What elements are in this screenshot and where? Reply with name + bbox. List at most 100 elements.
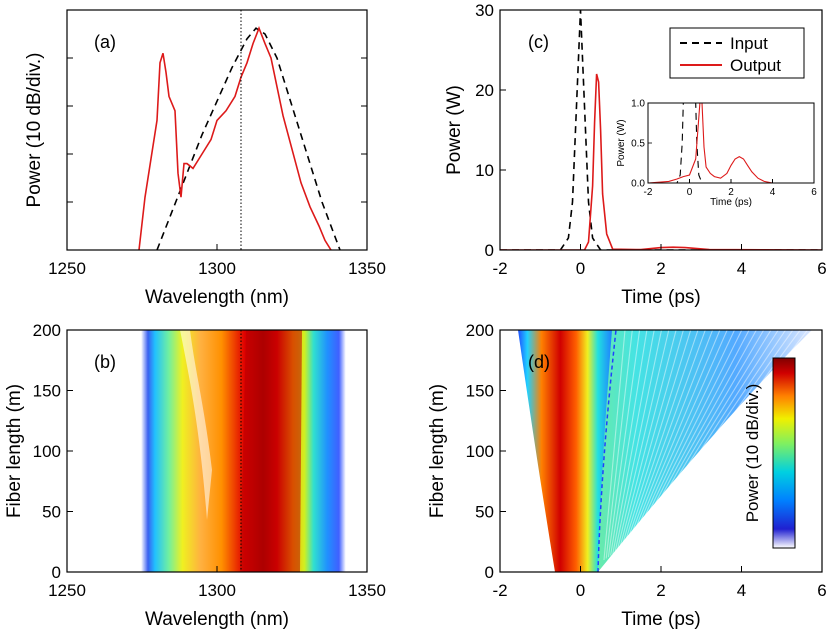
panel-d-fringe xyxy=(638,330,743,537)
panel-c-legend: Input Output xyxy=(669,27,805,79)
panel-b-xlabel: Wavelength (nm) xyxy=(145,609,289,630)
panel-d-ylabel: Fiber length (m) xyxy=(427,384,448,518)
panel-d-fringe xyxy=(612,330,655,555)
legend-entry-output: Output xyxy=(730,56,781,75)
panel-b-label: (b) xyxy=(94,352,116,372)
panel-b-ytick-label: 100 xyxy=(33,442,61,461)
inset-ylabel: Power (W) xyxy=(616,119,627,166)
inset-xtick-label: 2 xyxy=(728,187,734,198)
panel-c-ytick-label: 0 xyxy=(485,241,494,260)
panel-d-xtick-label: 2 xyxy=(656,581,665,600)
panel-d-fringe xyxy=(649,330,779,529)
panel-c-xtick-label: 6 xyxy=(817,259,826,278)
panel-c-series-output xyxy=(500,73,822,250)
panel-d-xtick-label: 0 xyxy=(576,581,585,600)
inset-xlabel: Time (ps) xyxy=(710,197,752,208)
panel-b-ytick-label: 0 xyxy=(52,563,61,582)
panel-d-ytick-label: 50 xyxy=(475,503,494,522)
panel-d-fringe xyxy=(625,330,699,546)
panel-d-colorbar: Power (10 dB/div.) xyxy=(743,357,796,549)
colorbar-label: Power (10 dB/div.) xyxy=(743,384,762,523)
panel-a-xlabel: Wavelength (nm) xyxy=(145,287,289,308)
panel-d-xtick-label: 4 xyxy=(737,581,746,600)
panel-c-ylabel: Power (W) xyxy=(444,85,465,175)
panel-a-series-input xyxy=(156,27,341,250)
panel-d-fringe xyxy=(618,330,677,550)
inset-xtick-label: 4 xyxy=(770,187,776,198)
panel-a-xtick-label: 1250 xyxy=(48,259,86,278)
inset-xtick-label: -2 xyxy=(644,187,653,198)
panel-d-xtick-label: 6 xyxy=(817,581,826,600)
panel-a-spectrum: 1250 1300 1350 (a) Wavelength (nm) Power (… xyxy=(24,9,386,308)
panel-b-heatmap-core xyxy=(240,330,302,572)
panel-b-heatmap xyxy=(125,330,355,572)
panel-d-fringe xyxy=(610,330,648,556)
panel-a-series-output xyxy=(138,25,332,250)
panel-d-fringe xyxy=(614,330,663,553)
panel-d-fringe xyxy=(632,330,721,541)
inset-xtick-label: 6 xyxy=(811,187,817,198)
panel-c-xlabel: Time (ps) xyxy=(621,287,701,308)
inset-ytick-label: 0.5 xyxy=(631,139,645,150)
panel-d-fringe xyxy=(627,330,706,544)
panel-b-heatmap-sideband xyxy=(180,330,212,520)
panel-d-fringe xyxy=(634,330,728,540)
panel-d-label: (d) xyxy=(528,352,550,372)
panel-c-xtick-label: 4 xyxy=(737,259,746,278)
panel-b-ytick-label: 50 xyxy=(42,503,61,522)
panel-d-fringe xyxy=(643,330,757,534)
panel-d-xtick-label: -2 xyxy=(492,581,507,600)
legend-box xyxy=(669,27,805,79)
colorbar-fill xyxy=(772,357,796,549)
panel-c-xtick-label: -2 xyxy=(492,259,507,278)
panel-a-xtick-label: 1300 xyxy=(198,259,236,278)
panel-a-xtick-label: 1350 xyxy=(348,259,386,278)
panel-b-ytick-label: 150 xyxy=(33,382,61,401)
legend-entry-input: Input xyxy=(730,34,768,53)
panel-b-spectral-evolution: 0 50 100 150 200 1250 1300 1350 (b) Wavelength… xyxy=(4,321,386,630)
panel-c-ytick-label: 30 xyxy=(475,1,494,20)
panel-d-fringe xyxy=(645,330,765,532)
panel-d-fringe xyxy=(647,330,772,531)
panel-c-xtick-label: 2 xyxy=(656,259,665,278)
panel-b-xtick-label: 1300 xyxy=(198,581,236,600)
inset-ytick-label: 0.0 xyxy=(631,179,645,190)
panel-b-ytick-label: 200 xyxy=(33,321,61,340)
panel-d-ytick-label: 150 xyxy=(466,382,494,401)
panel-d-fringe xyxy=(636,330,735,538)
panel-c-ytick-label: 20 xyxy=(475,81,494,100)
panel-c-label: (c) xyxy=(528,32,549,52)
inset-background xyxy=(648,103,814,183)
panel-d-fringe xyxy=(651,330,787,528)
panel-d-fringe xyxy=(629,330,714,543)
panel-b-xtick-label: 1350 xyxy=(348,581,386,600)
panel-d-fringe xyxy=(640,330,750,535)
panel-a-ylabel: Power (10 dB/div.) xyxy=(24,53,45,208)
inset-ytick-label: 1.0 xyxy=(631,99,645,110)
panel-d-fringe xyxy=(605,330,633,559)
panel-d-fringe xyxy=(603,330,626,561)
panel-d-fringe xyxy=(621,330,684,549)
panel-d-fringe xyxy=(607,330,641,558)
panel-d-xlabel: Time (ps) xyxy=(621,609,701,630)
panel-b-ylabel: Fiber length (m) xyxy=(4,384,25,518)
panel-c-xtick-label: 0 xyxy=(576,259,585,278)
panel-c-inset: 0.0 0.5 1.0 -2 0 2 4 6 Time (ps) Power (W) xyxy=(616,99,817,209)
panel-d-main-pulse xyxy=(518,330,612,572)
panel-d-ytick-label: 200 xyxy=(466,321,494,340)
panel-a-label: (a) xyxy=(94,32,116,52)
panel-d-tail xyxy=(560,330,812,572)
inset-xtick-label: 0 xyxy=(687,187,693,198)
inset-series-input xyxy=(648,103,814,183)
panel-d-input-edge xyxy=(597,330,617,572)
panel-d-ytick-label: 0 xyxy=(485,563,494,582)
panel-c-ytick-label: 10 xyxy=(475,161,494,180)
panel-d-fringe xyxy=(654,330,794,526)
panel-d-fringe xyxy=(616,330,670,552)
panel-d-fringe xyxy=(623,330,692,547)
inset-series-output xyxy=(648,103,814,183)
panel-b-xtick-label: 1250 xyxy=(48,581,86,600)
